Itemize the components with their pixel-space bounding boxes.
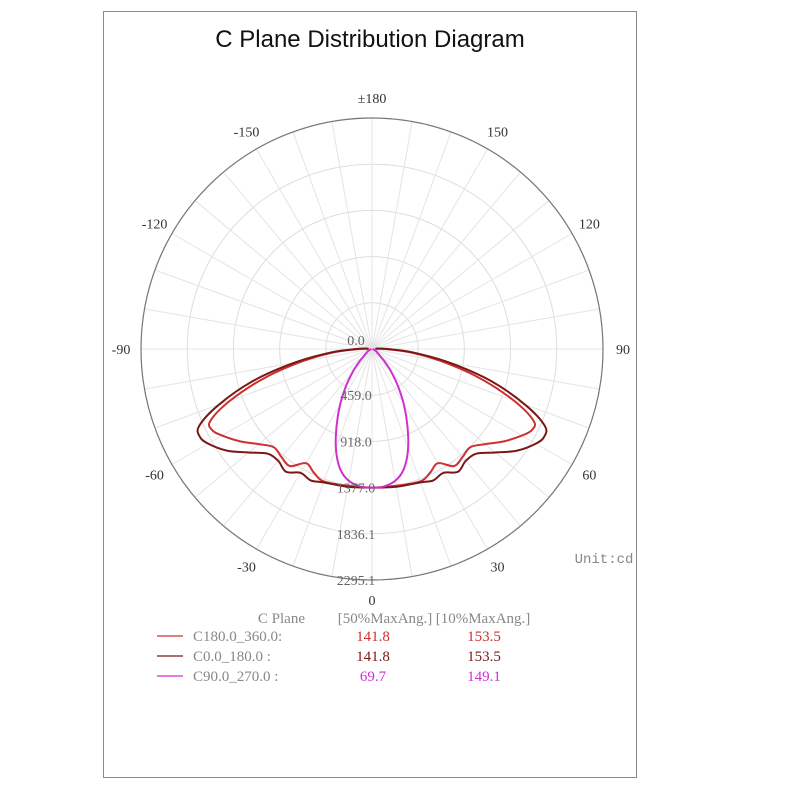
polar-grid [140,117,604,581]
grid-spoke [371,121,413,350]
grid-spoke [371,269,590,350]
chart-title: C Plane Distribution Diagram [215,26,525,53]
series-line-2 [334,348,410,489]
grid-spoke [371,148,488,350]
grid-spoke [371,348,452,567]
radial-label: 1377.0 [337,482,376,497]
angle-label: 0 [369,594,376,609]
grid-spoke [194,348,373,498]
grid-spoke [171,233,373,350]
grid-spoke [371,348,413,577]
grid-spoke [371,200,550,350]
grid-spoke [223,171,373,350]
chart-frame [103,11,637,778]
grid-spoke [371,233,573,350]
polar-labels: ±180 150 -150 120 -120 90 -90 60 -60 30 -30 0 0.0 459… [112,92,630,609]
angle-label: -30 [237,560,256,575]
grid-spoke [194,200,373,350]
radial-label: 2295.1 [337,574,376,589]
grid-spoke [223,348,373,527]
grid-spoke [256,348,373,550]
grid-spoke [371,348,573,465]
grid-spoke [171,348,373,465]
grid-spoke [331,348,373,577]
radial-label: 459.0 [340,389,372,404]
angle-label: 30 [491,560,505,575]
grid-spoke [371,171,521,350]
angle-label: -90 [112,343,131,358]
grid-spoke [371,348,488,550]
angle-label: 60 [582,469,596,484]
grid-spoke [371,308,600,350]
grid-spoke [371,348,550,498]
intensity-curves [196,347,548,489]
grid-spoke [154,348,373,429]
radial-label: 1836.1 [337,528,376,543]
grid-spoke [292,131,373,350]
grid-spoke [371,131,452,350]
angle-label: -150 [234,126,260,141]
radial-label: 918.0 [340,435,372,450]
grid-spoke [371,348,521,527]
angle-label: 150 [487,126,508,141]
outer-circle [140,117,604,581]
grid-spoke [144,308,373,350]
radial-label: 0.0 [347,334,365,349]
grid-spoke [256,148,373,350]
unit-label: Unit:cd [575,552,634,568]
grid-spoke [371,348,600,390]
grid-spoke [154,269,373,350]
angle-label: -60 [145,469,164,484]
angle-label: 90 [616,343,630,358]
angle-label: 120 [579,218,600,233]
grid-spoke [331,121,373,350]
angle-label: -120 [142,218,168,233]
grid-spoke [292,348,373,567]
angle-label: ±180 [358,92,387,107]
grid-spoke [144,348,373,390]
grid-spoke [371,348,590,429]
